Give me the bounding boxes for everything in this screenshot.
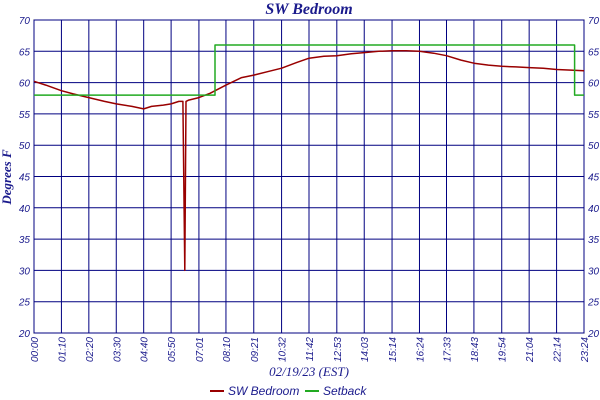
series-line-sw-bedroom	[33, 49, 585, 272]
x-tick-label: 18:43	[470, 337, 481, 362]
x-tick-label: 15:14	[388, 337, 399, 362]
x-tick-label: 02:20	[85, 337, 96, 362]
x-tick-label: 10:32	[278, 337, 289, 362]
y-tick-label: 65	[19, 47, 31, 58]
y-tick-label-right: 55	[588, 110, 600, 121]
y-ticks-left: 20 25 30 35 40 45 50 55 60 65 70	[18, 16, 31, 340]
y-tick-label: 25	[18, 298, 31, 309]
grid-lines	[33, 19, 585, 334]
legend: SW Bedroom Setback	[210, 384, 367, 398]
x-tick-label: 00:00	[30, 337, 41, 362]
y-tick-label: 60	[19, 79, 31, 90]
y-tick-label-right: 45	[588, 173, 600, 184]
y-tick-label-right: 35	[588, 235, 600, 246]
series-line-setback	[34, 44, 584, 96]
y-tick-label-right: 25	[587, 298, 600, 309]
x-tick-label: 17:33	[443, 337, 454, 362]
x-axis-label: 02/19/23 (EST)	[269, 364, 349, 379]
chart-title: SW Bedroom	[265, 1, 352, 18]
x-tick-label: 21:04	[525, 337, 536, 363]
x-tick-label: 08:10	[222, 337, 233, 362]
y-axis-label: Degrees F	[0, 149, 14, 206]
x-tick-label: 03:30	[112, 337, 123, 362]
y-tick-label-right: 65	[588, 47, 600, 58]
y-tick-label-right: 70	[588, 16, 600, 27]
y-tick-label: 55	[19, 110, 31, 121]
x-tick-label: 12:53	[333, 337, 344, 362]
y-tick-label-right: 50	[588, 141, 600, 152]
x-tick-label: 05:50	[167, 337, 178, 362]
y-tick-label: 35	[19, 235, 31, 246]
x-tick-label: 22:14	[553, 337, 564, 363]
legend-label: SW Bedroom	[228, 384, 299, 398]
y-tick-label-right: 20	[587, 329, 600, 340]
x-tick-label: 01:10	[57, 337, 68, 362]
y-ticks-right: 20 25 30 35 40 45 50 55 60 65 70	[587, 16, 600, 340]
x-tick-label: 11:42	[305, 337, 316, 362]
x-tick-label: 07:01	[195, 337, 206, 362]
y-tick-label: 45	[19, 173, 31, 184]
y-tick-label: 70	[19, 16, 31, 27]
x-tick-label: 04:40	[140, 337, 151, 362]
y-tick-label: 30	[19, 266, 31, 277]
y-tick-label-right: 40	[588, 204, 600, 215]
y-tick-label-right: 30	[588, 266, 600, 277]
x-tick-label: 19:54	[498, 337, 509, 362]
y-tick-label: 20	[18, 329, 31, 340]
x-tick-label: 23:24	[580, 337, 591, 363]
y-tick-label-right: 60	[588, 79, 600, 90]
x-tick-label: 16:24	[415, 337, 426, 362]
x-ticks: 00:00 01:10 02:20 03:30 04:40 05:50 07:01 08:10…	[30, 337, 591, 363]
y-tick-label: 50	[19, 141, 31, 152]
x-tick-label: 09:21	[250, 337, 261, 362]
series-lines	[33, 44, 585, 272]
legend-label: Setback	[323, 384, 367, 398]
y-tick-label: 40	[19, 204, 31, 215]
x-tick-label: 14:03	[360, 337, 371, 362]
